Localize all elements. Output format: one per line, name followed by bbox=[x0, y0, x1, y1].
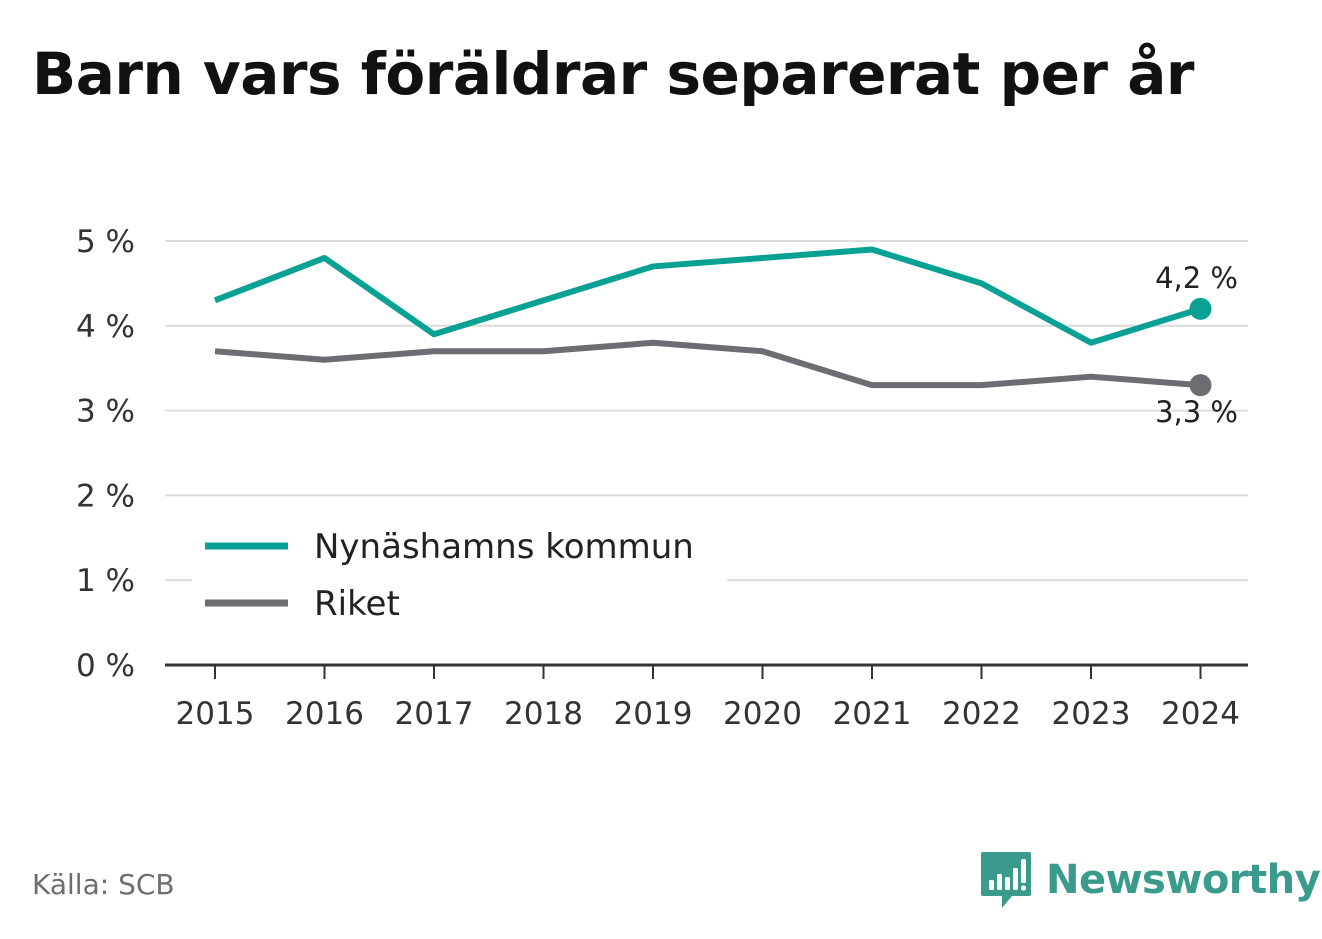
y-tick-label: 4 % bbox=[76, 309, 135, 345]
series-end-marker bbox=[1189, 297, 1212, 320]
x-tick-label: 2016 bbox=[285, 696, 364, 732]
end-labels: 4,2 % 3,3 % bbox=[1155, 261, 1238, 429]
y-tick-label: 1 % bbox=[76, 563, 135, 599]
source-note: Källa: SCB bbox=[32, 868, 175, 901]
series bbox=[213, 246, 1212, 397]
y-tick-label: 2 % bbox=[76, 478, 135, 514]
legend-label: Riket bbox=[314, 584, 400, 624]
x-tick-label: 2024 bbox=[1161, 696, 1240, 732]
brand-logo: Newsworthy bbox=[980, 848, 1321, 912]
legend-background bbox=[192, 518, 727, 636]
x-tick-label: 2019 bbox=[614, 696, 693, 732]
end-value-label: 4,2 % bbox=[1155, 261, 1238, 295]
x-tick-label: 2015 bbox=[176, 696, 255, 732]
x-tick-label: 2023 bbox=[1052, 696, 1131, 732]
brand-name: Newsworthy bbox=[1046, 857, 1321, 903]
bar-chart-speech-bubble-icon bbox=[981, 852, 1031, 908]
x-tick-label: 2020 bbox=[723, 696, 802, 732]
legend-label: Nynäshamns kommun bbox=[314, 527, 694, 567]
y-tick-label: 3 % bbox=[76, 394, 135, 430]
series-line bbox=[213, 246, 1202, 346]
legend: Nynäshamns kommun Riket bbox=[192, 518, 727, 636]
chart-title: Barn vars föräldrar separerat per år bbox=[32, 40, 1194, 108]
x-tick-label: 2018 bbox=[504, 696, 583, 732]
series-end-marker bbox=[1189, 374, 1212, 397]
x-tick-label: 2017 bbox=[395, 696, 474, 732]
x-tick-label: 2022 bbox=[942, 696, 1021, 732]
y-tick-label: 5 % bbox=[76, 224, 135, 260]
y-tick-label: 0 % bbox=[76, 648, 135, 684]
series-line bbox=[214, 339, 1201, 389]
x-tick-label: 2021 bbox=[833, 696, 912, 732]
y-axis-ticks: 0 % 1 % 2 % 3 % 4 % 5 % bbox=[76, 224, 135, 684]
end-value-label: 3,3 % bbox=[1155, 395, 1238, 429]
x-axis-ticks: 2015 2016 2017 2018 2019 2020 2021 2022 2023 2024 bbox=[176, 665, 1240, 732]
